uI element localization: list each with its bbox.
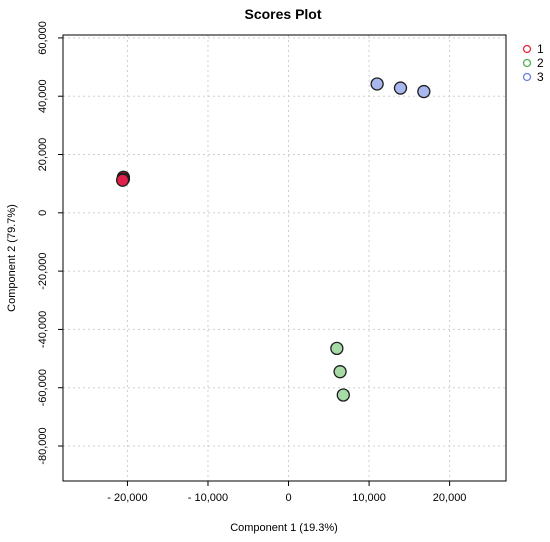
chart-title: Scores Plot — [244, 6, 321, 22]
y-tick-label: 60,000 — [37, 21, 49, 55]
legend: 123 — [522, 42, 544, 84]
y-tick-label: -40,000 — [37, 311, 49, 348]
data-points — [115, 77, 431, 402]
data-point-group-2 — [333, 365, 347, 379]
data-point-group-3 — [370, 77, 384, 91]
x-tick-label: 0 — [285, 492, 291, 504]
x-axis: - 20,000 - 10,000 0 10,000 20,000 — [107, 481, 466, 504]
plot-frame — [62, 34, 507, 482]
y-axis-label: Component 2 (79.7%) — [6, 204, 18, 312]
y-tick-label: -80,000 — [37, 427, 49, 464]
grid — [63, 35, 506, 481]
legend-marker-1 — [522, 44, 532, 54]
data-point-group-2 — [330, 341, 344, 356]
data-point-group-3 — [417, 84, 431, 99]
y-tick-label: 0 — [37, 210, 49, 216]
y-tick-label: 40,000 — [37, 79, 49, 113]
x-tick-label: - 20,000 — [107, 492, 147, 504]
legend-label-2: 2 — [537, 56, 544, 70]
y-axis: 60,000 40,000 20,000 0 -20,000 -40,000 -60,000… — [37, 21, 63, 465]
y-tick-label: 20,000 — [37, 138, 49, 172]
legend-marker-3 — [522, 72, 532, 82]
data-point-group-2 — [336, 388, 350, 402]
data-point-group-3 — [393, 81, 408, 95]
legend-label-1: 1 — [537, 42, 544, 56]
x-tick-label: 10,000 — [352, 492, 386, 504]
y-tick-label: -60,000 — [37, 369, 49, 406]
y-tick-label: -20,000 — [37, 252, 49, 289]
x-axis-label: Component 1 (19.3%) — [230, 522, 338, 534]
legend-marker-2 — [522, 58, 532, 68]
x-tick-label: 20,000 — [433, 492, 467, 504]
legend-label-3: 3 — [537, 70, 544, 84]
data-point-group-1 — [115, 173, 130, 187]
x-tick-label: - 10,000 — [188, 492, 228, 504]
